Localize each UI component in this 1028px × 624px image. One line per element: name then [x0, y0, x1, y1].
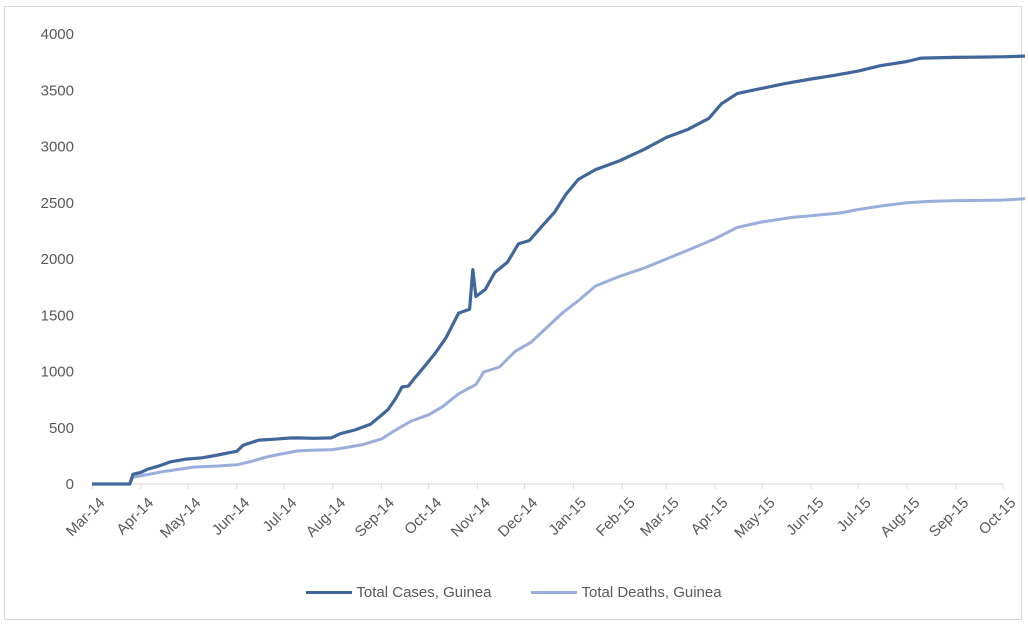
x-tick-label: Jan-15 — [545, 494, 589, 538]
y-tick-label: 3000 — [41, 139, 74, 156]
legend-swatch-deaths — [531, 591, 578, 594]
x-tick-label: Jul-14 — [259, 494, 300, 535]
y-tick-label: 2500 — [41, 195, 74, 212]
x-tick-label: Jun-15 — [783, 494, 827, 538]
y-tick-label: 1500 — [41, 307, 74, 324]
legend-item-cases: Total Cases, Guinea — [306, 584, 491, 601]
x-tick-label: Oct-14 — [401, 494, 445, 538]
x-tick-label: Jul-15 — [834, 494, 875, 535]
legend: Total Cases, Guinea Total Deaths, Guinea — [0, 584, 1028, 601]
series-line-total-cases — [92, 54, 1026, 486]
y-tick-label: 500 — [49, 420, 74, 437]
legend-label-deaths: Total Deaths, Guinea — [581, 584, 722, 601]
legend-label-cases: Total Cases, Guinea — [356, 584, 492, 601]
x-tick-label: Aug-15 — [877, 494, 923, 540]
x-tick-label: Feb-15 — [593, 494, 639, 540]
x-tick-label: Sep-14 — [352, 494, 398, 540]
y-tick-label: 3500 — [41, 82, 74, 99]
x-tick-label: Sep-15 — [926, 494, 972, 540]
chart-frame — [4, 6, 1022, 620]
x-tick-label: May-14 — [157, 494, 204, 541]
y-tick-label: 1000 — [41, 364, 74, 381]
x-tick-label: Jun-14 — [209, 494, 253, 538]
y-tick-label: 4000 — [41, 26, 74, 43]
x-tick-label: Apr-14 — [113, 494, 157, 538]
x-tick-label: Oct-15 — [976, 494, 1020, 538]
x-tick-label: Dec-14 — [495, 494, 541, 540]
x-tick-label: May-15 — [731, 494, 778, 541]
legend-item-deaths: Total Deaths, Guinea — [531, 584, 722, 601]
y-tick-label: 0 — [66, 476, 74, 493]
x-tick-label: Apr-15 — [688, 494, 732, 538]
series-line-total-deaths — [92, 197, 1026, 486]
x-tick-label: Mar-15 — [637, 494, 683, 540]
x-tick-label: Aug-14 — [303, 494, 349, 540]
legend-swatch-cases — [306, 591, 353, 594]
x-tick-label: Mar-14 — [63, 494, 109, 540]
x-tick-label: Nov-14 — [448, 494, 494, 540]
y-tick-label: 2000 — [41, 251, 74, 268]
